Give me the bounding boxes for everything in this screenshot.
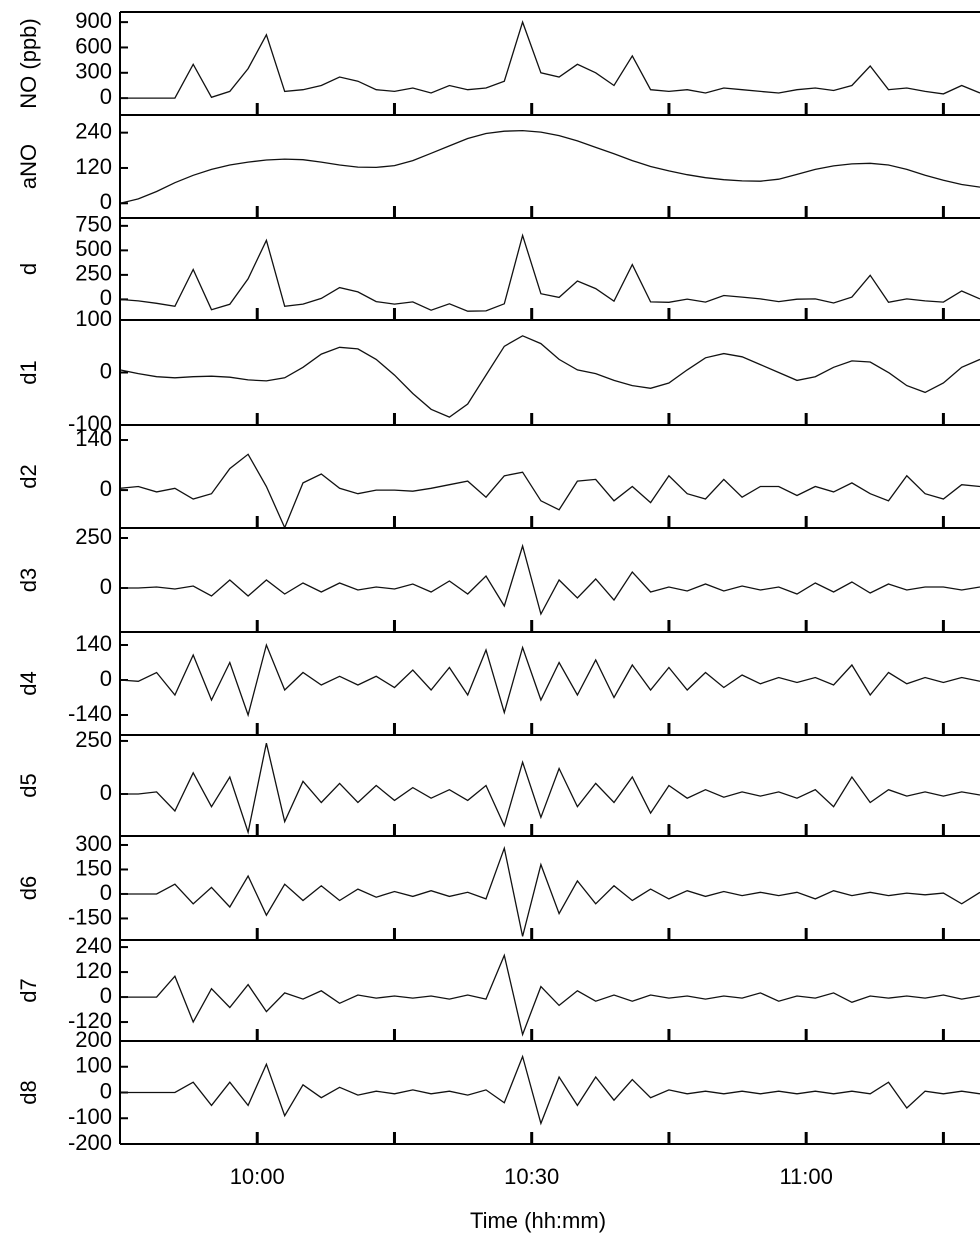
data-line [120,543,980,616]
y-tick-label: 0 [100,476,112,501]
y-tick-label: 600 [75,33,112,58]
data-line [120,742,980,835]
y-axis-label: aNO [16,144,41,189]
y-tick-label: 120 [75,154,112,179]
y-axis-label: d8 [16,1080,41,1104]
y-tick-label: -100 [68,1104,112,1129]
data-line [119,453,980,530]
y-tick-label: 240 [75,933,112,958]
data-line [120,20,980,99]
y-tick-label: -100 [68,411,112,436]
y-tick-label: -140 [68,701,112,726]
data-line [119,642,980,718]
y-axis-label: d7 [16,978,41,1002]
y-tick-label: 200 [75,1027,112,1052]
y-tick-label: 0 [100,358,112,383]
data-line [119,335,980,418]
y-axis-label: d [16,263,41,275]
y-tick-label: 0 [100,189,112,214]
y-axis-label: d2 [16,464,41,488]
y-tick-label: 0 [100,1078,112,1103]
y-axis-label: d1 [16,360,41,384]
y-tick-label: 250 [75,261,112,286]
data-line [119,129,980,204]
y-tick-label: 0 [100,574,112,599]
y-tick-label: 250 [75,727,112,752]
y-tick-label: 140 [75,631,112,656]
y-axis-label: d6 [16,876,41,900]
data-line [119,233,980,312]
y-tick-label: 240 [75,118,112,143]
y-tick-label: 750 [75,212,112,237]
y-tick-label: 0 [100,666,112,691]
y-tick-label: 300 [75,59,112,84]
y-tick-label: -150 [68,904,112,929]
data-line [120,845,980,937]
y-tick-label: 0 [100,880,112,905]
y-tick-label: 500 [75,236,112,261]
data-line [120,1054,980,1126]
y-tick-label: -200 [68,1130,112,1155]
x-tick-label: 11:00 [779,1164,832,1189]
y-tick-label: 140 [75,426,112,451]
data-line [120,953,980,1037]
y-axis-label: d3 [16,568,41,592]
y-tick-label: 250 [75,524,112,549]
y-tick-label: 150 [75,855,112,880]
x-tick-label: 10:00 [230,1164,285,1189]
y-tick-label: 300 [75,831,112,856]
y-tick-label: 900 [75,8,112,33]
y-tick-label: 0 [100,84,112,109]
y-tick-label: -120 [68,1008,112,1033]
y-tick-label: 100 [75,1053,112,1078]
y-axis-label: d5 [16,773,41,797]
x-tick-label: 10:30 [504,1164,559,1189]
y-axis-label: d4 [16,671,41,695]
y-axis-label: NO (ppb) [16,18,41,108]
y-tick-label: 0 [100,780,112,805]
y-tick-label: 100 [75,306,112,331]
x-axis-label: Time (hh:mm) [470,1208,606,1233]
y-tick-label: 0 [100,285,112,310]
y-tick-label: 120 [75,958,112,983]
y-tick-label: 0 [100,983,112,1008]
